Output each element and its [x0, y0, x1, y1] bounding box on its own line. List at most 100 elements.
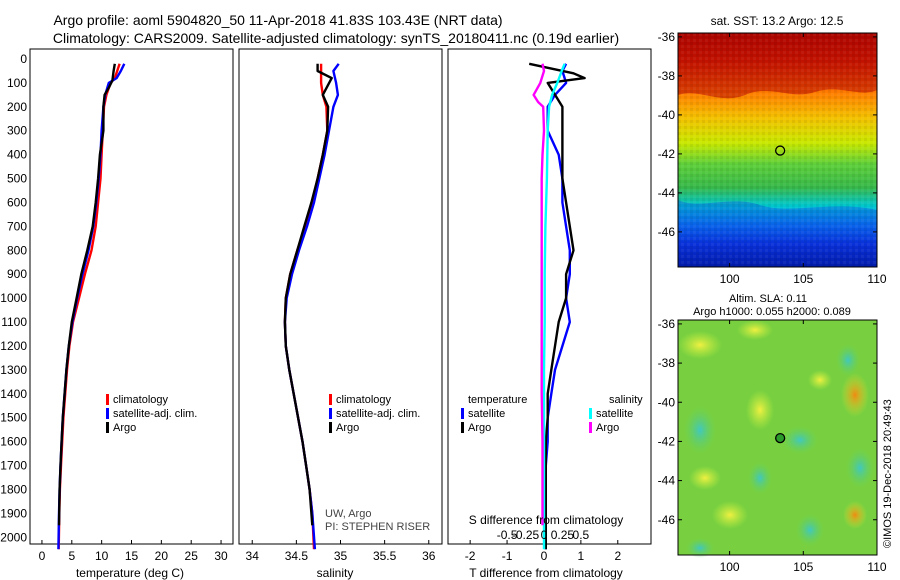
legend-swatch-satellite: [106, 408, 109, 419]
lat-tick-label: -38: [658, 356, 676, 370]
legend-satellite: satellite-adj. clim.: [113, 408, 197, 420]
s-diff-tick-label: 0.5: [573, 528, 590, 542]
salinity-panel: 34 34.5 35 35.5 36 salinity climatology sate…: [238, 48, 443, 580]
sla-map-axes: -36 -38 -40 -42 -44 -46 100 105 110: [658, 317, 887, 574]
x-tick-label: 30: [214, 549, 228, 563]
s-diff-tick-label: 0.25: [551, 528, 575, 542]
lat-tick-label: -46: [658, 513, 676, 527]
x-tick-label: 34: [246, 549, 260, 563]
lat-tick-label: -44: [658, 186, 676, 200]
s-diff-tick-label: -0.5: [497, 528, 518, 542]
difference-legend: temperature salinity satellite Argo sate…: [461, 394, 643, 434]
series-line-t-argo: [528, 62, 586, 550]
depth-tick-label: 100: [7, 76, 27, 90]
temperature-lines: [57, 63, 126, 550]
x-tick-label: 0: [541, 549, 548, 563]
depth-tick-label: 400: [7, 148, 27, 162]
x-tick-label: 1: [578, 549, 585, 563]
depth-tick-label: 1100: [1, 315, 27, 329]
lat-tick-label: -44: [658, 474, 676, 488]
depth-tick-label: 1300: [0, 363, 27, 377]
s-diff-tick-label: 0: [541, 528, 548, 542]
legend-argo: Argo: [336, 422, 359, 434]
lon-tick-label: 100: [720, 560, 740, 574]
lat-tick-label: -42: [658, 147, 676, 161]
sla-map-frame: [677, 319, 878, 556]
x-tick-label: 20: [155, 549, 169, 563]
depth-tick-label: 2000: [0, 530, 27, 544]
depth-tick-label: 1800: [0, 482, 27, 496]
sst-map-axes: -36 -38 -40 -42 -44 -46 100 105 110: [658, 30, 887, 286]
x-tick-label: 34.5: [285, 549, 309, 563]
lon-tick-label: 100: [720, 272, 740, 286]
depth-tick-label: 1000: [0, 291, 27, 305]
depth-tick-label: 1600: [0, 435, 27, 449]
salinity-xlabel: salinity: [317, 566, 354, 580]
depth-tick-label: 200: [7, 100, 27, 114]
series-line-s-argo: [532, 63, 546, 526]
legend-satellite: satellite-adj. clim.: [336, 408, 420, 420]
sst-map-title: sat. SST: 13.2 Argo: 12.5: [711, 14, 844, 28]
depth-tick-label: 1400: [0, 387, 27, 401]
argo-float-marker: [775, 145, 786, 156]
depth-tick-label: 900: [7, 267, 27, 281]
sst-map-panel: sat. SST: 13.2 Argo: 12.5 -36 -38 -40 -42 -4…: [658, 14, 887, 286]
x-tick-label: 2: [614, 549, 621, 563]
imos-watermark: ©IMOS 19-Dec-2018 20:49:43: [882, 399, 894, 548]
lat-tick-label: -46: [658, 225, 676, 239]
depth-axis: 0 100 200 300 400 500 600 700 800 900 1000 1100 1200…: [0, 52, 651, 544]
title-line-2: Climatology: CARS2009. Satellite-adjuste…: [53, 30, 619, 46]
legend-swatch-climatology: [329, 394, 332, 405]
lon-tick-label: 105: [793, 560, 813, 574]
legend-swatch-s-satellite: [589, 408, 592, 419]
legend-argo: Argo: [113, 422, 136, 434]
title-line-1: Argo profile: aoml 5904820_50 11-Apr-201…: [53, 12, 502, 28]
legend-swatch-s-argo: [589, 422, 592, 433]
temperature-plot-frame: [29, 48, 234, 545]
depth-tick-label: 0: [20, 52, 27, 66]
x-tick-label: 35.5: [373, 549, 397, 563]
temperature-x-ticks: 0 5 10 15 20 25 30: [39, 540, 228, 563]
lat-tick-label: -38: [658, 69, 676, 83]
difference-xlabel: T difference from climatology: [469, 566, 623, 580]
legend-temperature-title: temperature: [468, 394, 527, 406]
sla-map-title-2: Argo h1000: 0.055 h2000: 0.089: [693, 306, 851, 318]
salinity-legend: climatology satellite-adj. clim. Argo: [329, 394, 420, 434]
x-tick-label: 15: [125, 549, 139, 563]
x-tick-label: 5: [68, 549, 75, 563]
sst-map-frame: [677, 32, 878, 268]
legend-s-argo: Argo: [596, 422, 619, 434]
legend-t-argo: Argo: [468, 422, 491, 434]
lat-tick-label: -40: [658, 395, 676, 409]
series-line-argo: [283, 63, 333, 526]
difference-lines: [528, 62, 586, 550]
s-difference-label: S difference from climatology: [469, 513, 624, 527]
depth-tick-label: 1700: [0, 459, 27, 473]
difference-plot-frame: [447, 48, 652, 545]
legend-swatch-t-argo: [461, 422, 464, 433]
depth-tick-label: 700: [7, 219, 27, 233]
temperature-xlabel: temperature (deg C): [76, 566, 184, 580]
series-line-s-satellite: [542, 63, 566, 550]
x-tick-label: 25: [185, 549, 199, 563]
salinity-plot-frame: [238, 48, 443, 545]
x-tick-label: 36: [422, 549, 436, 563]
difference-panel: -2 -1 0 1 2 T difference from climatology S …: [447, 48, 652, 580]
series-line-argo: [57, 63, 116, 526]
x-tick-label: 0: [39, 549, 46, 563]
legend-swatch-climatology: [106, 394, 109, 405]
lat-tick-label: -40: [658, 108, 676, 122]
sla-anomaly-blobs: [678, 320, 874, 558]
lon-tick-label: 110: [867, 272, 886, 286]
depth-tick-label: 800: [7, 243, 27, 257]
s-diff-tick-label: -0.25: [512, 528, 540, 542]
temperature-legend: climatology satellite-adj. clim. Argo: [106, 394, 197, 434]
depth-tick-label: 300: [7, 124, 27, 138]
legend-climatology: climatology: [113, 394, 169, 406]
depth-tick-label: 1200: [0, 339, 27, 353]
legend-swatch-t-satellite: [461, 408, 464, 419]
legend-s-satellite: satellite: [596, 408, 633, 420]
x-tick-label: 35: [334, 549, 348, 563]
lon-tick-label: 105: [793, 272, 813, 286]
